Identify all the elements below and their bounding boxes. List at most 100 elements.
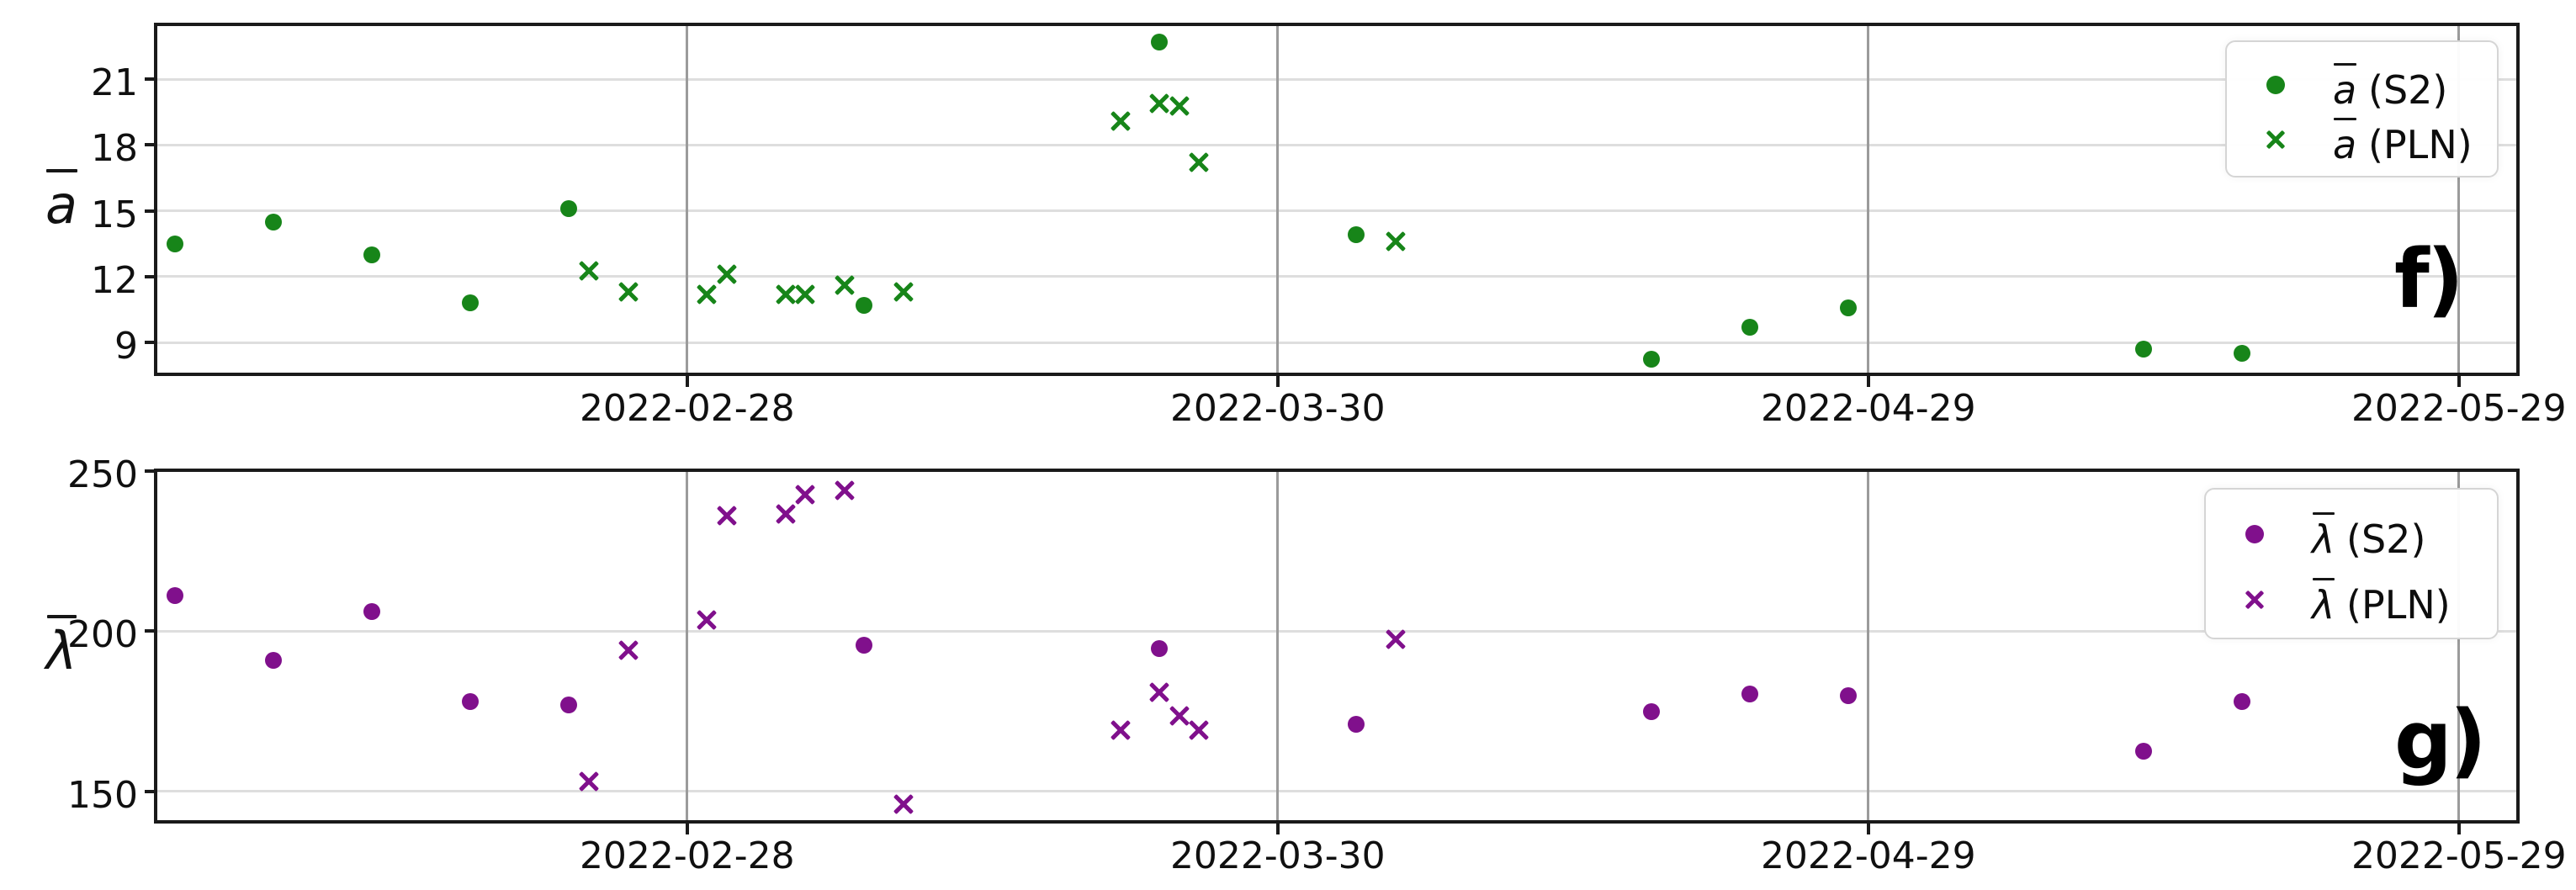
data-point-x [618,640,639,660]
y-tick [145,274,156,278]
circle-marker-icon [2245,525,2264,544]
circle-marker-icon [2249,76,2303,95]
data-point-circle [856,637,873,654]
plot-area-g [154,469,2520,824]
data-point-x [795,284,815,305]
y-tick-label: 12 [91,258,138,302]
data-point-circle [167,235,184,252]
data-point-circle [2135,743,2153,760]
y-tick [145,209,156,213]
legend-symbol: a [2333,61,2356,110]
data-point-x [776,284,796,305]
legend-suffix: (S2) [2368,67,2448,114]
y-tick [145,143,156,147]
gridline-horizontal [156,209,2518,213]
data-point-x [795,485,815,505]
gridline-horizontal [156,341,2518,344]
data-point-x [717,264,737,284]
x-tick [1866,824,1870,834]
data-point-x [1149,682,1169,702]
data-point-circle [462,294,480,312]
data-point-x [835,480,855,501]
data-point-circle [1840,686,1858,704]
x-marker-icon [2249,130,2303,150]
circle-marker-icon [2266,76,2285,95]
data-point-x [697,610,717,630]
data-point-circle [1741,685,1759,702]
x-tick-label: 2022-04-29 [1760,387,1976,430]
x-tick-label: 2022-02-28 [579,387,795,430]
y-tick-label: 15 [91,193,138,236]
x-tick [1275,376,1280,387]
gridline-horizontal [156,143,2518,146]
legend-suffix: (PLN) [2346,582,2451,628]
y-tick-label: 200 [67,613,138,657]
gridline-vertical [686,24,689,374]
y-tick [145,789,156,793]
legend-entry-a-s2: a (S2) [2227,61,2497,110]
x-tick [685,376,689,387]
data-point-circle [1643,702,1661,720]
gridline-horizontal [156,77,2518,81]
gridline-vertical [2457,470,2461,822]
panel-label-g: g) [2394,693,2487,787]
y-tick-label: 21 [91,61,138,105]
x-tick [1275,824,1280,834]
data-point-x [1189,152,1209,172]
data-point-x [579,261,599,281]
y-axis-label-a: a [15,165,108,236]
data-point-circle [1348,226,1365,244]
data-point-x [1386,231,1406,252]
x-tick-label: 2022-02-28 [579,834,795,877]
data-point-x [697,284,717,305]
legend-f: a (S2) a (PLN) [2225,40,2499,177]
data-point-x [1149,93,1169,114]
gridline-vertical [1276,470,1280,822]
y-tick [145,469,156,473]
data-point-x [1386,629,1406,649]
panel-label-f: f) [2394,232,2464,326]
x-marker-icon [2228,590,2282,610]
data-point-x [1110,111,1131,131]
data-point-circle [1741,318,1759,336]
legend-symbol: λ [2312,510,2335,559]
legend-suffix: (PLN) [2368,122,2473,167]
gridline-vertical [686,470,689,822]
legend-label: a (S2) [2333,61,2447,110]
data-point-circle [2234,345,2251,363]
legend-suffix: (S2) [2346,517,2426,563]
data-point-x [579,771,599,792]
x-tick-label: 2022-05-29 [2351,834,2567,877]
gridline-horizontal [156,275,2518,278]
legend-entry-lambda-pln: λ (PLN) [2206,575,2497,624]
x-tick-label: 2022-03-30 [1169,387,1386,430]
legend-symbol: λ [2312,575,2335,624]
data-point-x [717,506,737,526]
gridline-vertical [2457,24,2461,374]
data-point-circle [2135,341,2153,358]
data-point-x [1189,720,1209,740]
y-tick [145,341,156,345]
legend-label: λ (S2) [2312,510,2425,559]
x-tick-label: 2022-03-30 [1169,834,1386,877]
data-point-circle [1151,33,1169,50]
x-tick-label: 2022-05-29 [2351,387,2567,430]
y-axis-label-lambda: λ [15,611,108,681]
data-point-circle [462,693,480,711]
data-point-circle [1643,350,1661,368]
data-point-circle [2234,693,2251,711]
legend-label: a (PLN) [2333,115,2473,164]
y-tick-label: 250 [67,453,138,496]
a-bar-symbol: a [45,165,77,231]
gridline-vertical [1276,24,1280,374]
gridline-vertical [1867,24,1870,374]
data-point-circle [167,587,184,605]
data-point-x [1169,706,1190,726]
x-tick [1866,376,1870,387]
data-point-circle [856,296,873,314]
data-point-circle [560,696,578,713]
y-tick [145,77,156,82]
data-point-circle [265,213,283,230]
legend-entry-lambda-s2: λ (S2) [2206,510,2497,559]
